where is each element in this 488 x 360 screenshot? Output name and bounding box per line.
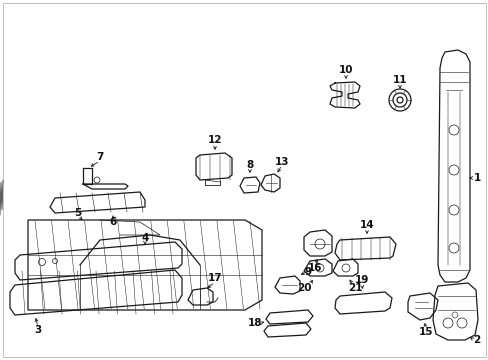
- Text: 14: 14: [359, 220, 373, 230]
- Text: 20: 20: [296, 283, 311, 293]
- Text: 17: 17: [207, 273, 222, 283]
- Text: 9: 9: [304, 267, 311, 277]
- Text: 12: 12: [207, 135, 222, 145]
- Text: 21: 21: [347, 283, 362, 293]
- Text: 16: 16: [307, 263, 322, 273]
- Text: 15: 15: [418, 327, 432, 337]
- Text: 18: 18: [247, 318, 262, 328]
- Text: 5: 5: [74, 208, 81, 218]
- Text: 3: 3: [34, 325, 41, 335]
- Text: 19: 19: [354, 275, 368, 285]
- Text: 7: 7: [96, 152, 103, 162]
- Text: 11: 11: [392, 75, 407, 85]
- Text: 10: 10: [338, 65, 352, 75]
- Text: 6: 6: [109, 217, 116, 227]
- Text: 2: 2: [472, 335, 480, 345]
- Text: 4: 4: [141, 233, 148, 243]
- Text: 1: 1: [472, 173, 480, 183]
- Text: 8: 8: [246, 160, 253, 170]
- Text: 13: 13: [274, 157, 289, 167]
